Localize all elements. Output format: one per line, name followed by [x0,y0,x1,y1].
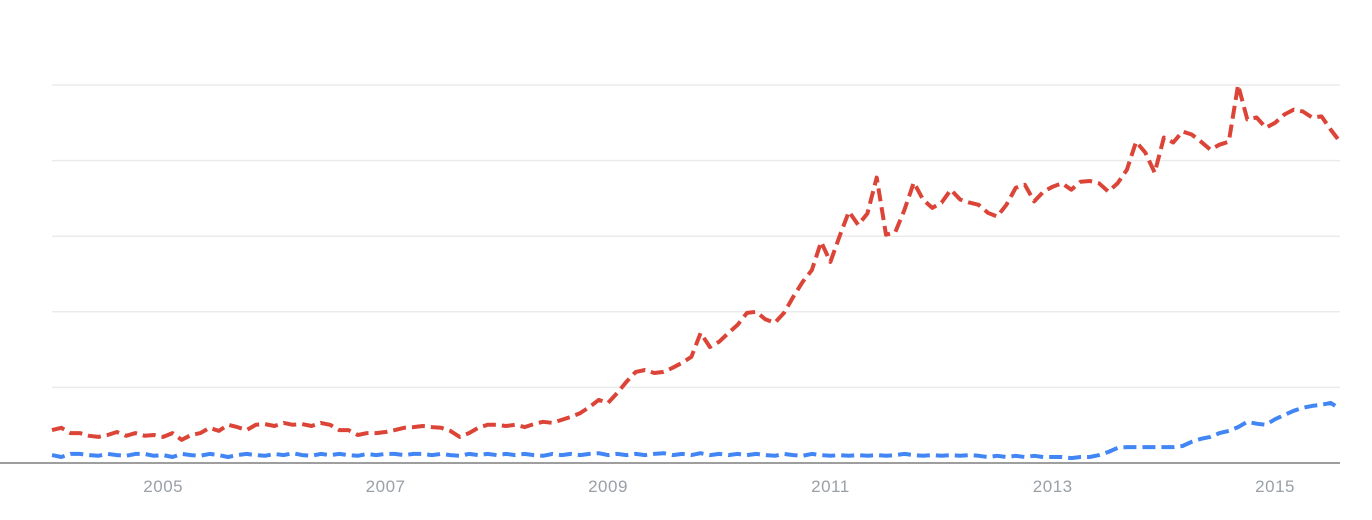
blue-series-line [51,400,1342,461]
x-axis-tick-label: 2009 [588,477,628,496]
x-axis-tick-label: 2007 [366,477,406,496]
x-axis-tick-label: 2011 [811,477,850,496]
x-axis-tick-label: 2013 [1033,477,1073,496]
x-axis-tick-label: 2005 [143,477,183,496]
red-series-line [51,83,1342,442]
x-axis-tick-label: 2015 [1255,477,1295,496]
